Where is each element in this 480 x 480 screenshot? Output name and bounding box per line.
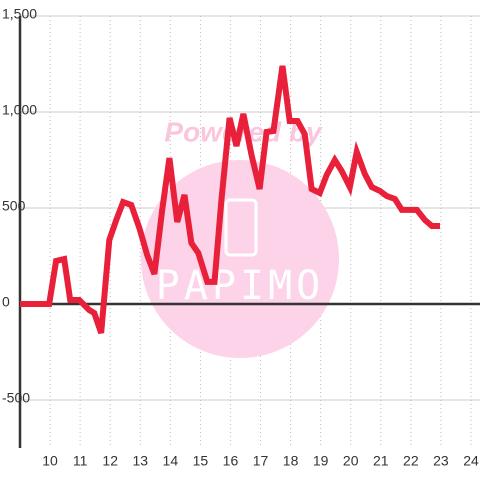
x-tick-label: 21	[373, 453, 389, 469]
y-tick-label: 0	[2, 294, 10, 310]
y-tick-label: -500	[2, 390, 30, 406]
x-tick-label: 24	[463, 453, 479, 469]
x-tick-label: 13	[132, 453, 148, 469]
x-tick-label: 22	[403, 453, 419, 469]
y-tick-label: 500	[2, 198, 26, 214]
x-tick-label: 18	[283, 453, 299, 469]
line	[20, 65, 441, 334]
x-tick-label: 20	[343, 453, 359, 469]
watermark-icon	[224, 198, 258, 257]
x-tick-label: 17	[253, 453, 269, 469]
x-tick-label: 14	[163, 453, 179, 469]
y-tick-label: 1,500	[2, 6, 37, 22]
logo: PAPIMO	[156, 263, 325, 309]
x-tick-label: 11	[73, 453, 88, 469]
x-tick-label: 15	[193, 453, 209, 469]
x-tick-label: 12	[102, 453, 118, 469]
watermark-circle	[141, 160, 339, 358]
x-tick-label: 16	[223, 453, 239, 469]
x-tick-label: 10	[42, 453, 58, 469]
x-tick-label: 19	[313, 453, 329, 469]
x-tick-label: 23	[433, 453, 449, 469]
